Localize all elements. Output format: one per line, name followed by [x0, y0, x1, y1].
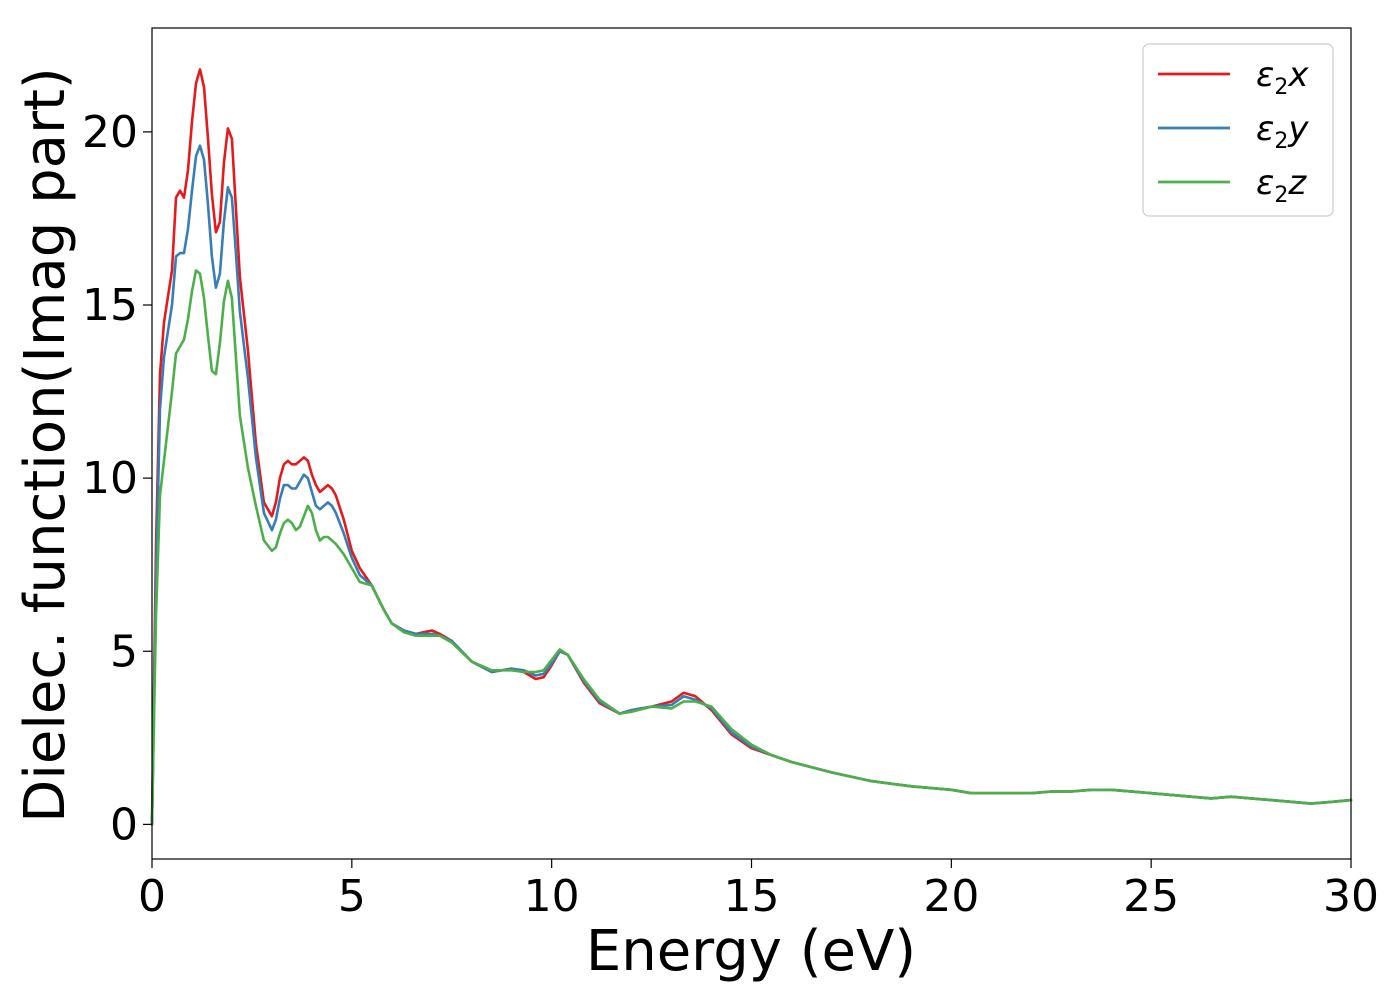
y-tick-label: 15 — [82, 280, 138, 331]
legend-label-subscript: 2 — [1274, 129, 1288, 154]
y-axis-ticks: 0 5 10 15 20 — [82, 107, 152, 850]
x-tick-label: 25 — [1123, 871, 1179, 922]
series-line-y — [150, 144, 1353, 826]
x-tick-label: 10 — [524, 871, 580, 922]
x-tick-label: 30 — [1323, 871, 1379, 922]
x-tick-label: 0 — [138, 871, 166, 922]
legend-label-y: ε2y — [1256, 109, 1309, 154]
legend-label-base: ε — [1256, 163, 1274, 203]
x-tick-label: 20 — [923, 871, 979, 922]
legend-label-subscript: 2 — [1274, 183, 1288, 208]
legend-label-x: ε2x — [1256, 55, 1309, 100]
y-tick-label: 10 — [82, 453, 138, 504]
x-axis-title: Energy (eV) — [586, 919, 916, 984]
legend-label-suffix: x — [1287, 55, 1309, 95]
x-tick-label: 15 — [724, 871, 780, 922]
legend-label-z: ε2z — [1256, 163, 1307, 208]
legend-label-base: ε — [1256, 55, 1274, 95]
x-tick-label: 5 — [338, 871, 366, 922]
series-lines — [150, 68, 1353, 826]
legend-box — [1142, 43, 1334, 217]
y-axis-title: Dielec. function(Imag part) — [13, 67, 78, 823]
y-tick-label: 0 — [110, 799, 138, 850]
y-tick-label: 5 — [110, 626, 138, 677]
legend-label-suffix: y — [1287, 109, 1309, 149]
x-axis-ticks: 0 5 10 15 20 25 30 — [138, 859, 1379, 922]
legend-label-base: ε — [1256, 109, 1274, 149]
y-tick-label: 20 — [82, 107, 138, 158]
legend-label-subscript: 2 — [1274, 75, 1288, 100]
legend-label-suffix: z — [1287, 163, 1307, 203]
series-line-z — [150, 269, 1353, 826]
